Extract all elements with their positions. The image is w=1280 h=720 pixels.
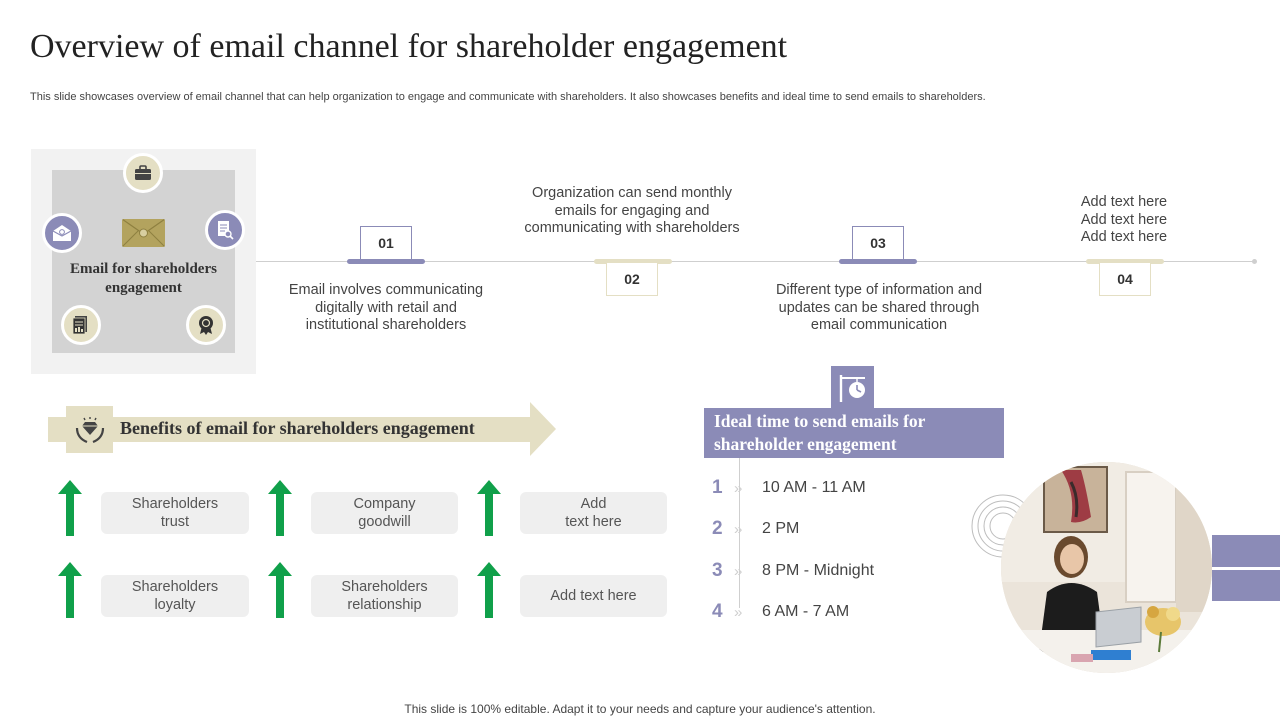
clock-signpost-icon bbox=[829, 364, 876, 411]
benefit-item: Shareholders trust bbox=[101, 492, 249, 534]
time-slot-label: 2 PM bbox=[762, 520, 800, 537]
time-slot-label: 10 AM - 11 AM bbox=[762, 479, 866, 496]
benefit-item: Company goodwill bbox=[311, 492, 458, 534]
step-text-02: Organization can send monthly emails for… bbox=[524, 185, 740, 236]
benefits-arrow-banner bbox=[48, 402, 556, 456]
timeline-marker-02 bbox=[594, 259, 672, 264]
time-slot-label: 8 PM - Midnight bbox=[762, 562, 875, 579]
award-badge-icon bbox=[186, 305, 226, 345]
chevron-right-icon: » bbox=[734, 603, 743, 621]
envelope-icon bbox=[122, 219, 165, 247]
email-card-label: Email for shareholders engagement bbox=[70, 261, 217, 296]
up-arrow-icon bbox=[477, 562, 501, 618]
up-arrow-icon bbox=[58, 562, 82, 618]
step-number-04: 04 bbox=[1099, 262, 1151, 296]
benefits-title: Benefits of email for shareholders engag… bbox=[120, 418, 475, 438]
accent-bar-top bbox=[1212, 535, 1280, 567]
timeline-marker-01 bbox=[347, 259, 425, 264]
benefit-item: Add text here bbox=[520, 575, 667, 617]
page-title: Overview of email channel for shareholde… bbox=[30, 28, 788, 65]
chevron-right-icon: » bbox=[734, 562, 743, 580]
timeline-line bbox=[256, 261, 1254, 262]
briefcase-icon bbox=[123, 153, 163, 193]
benefit-item: Add text here bbox=[520, 492, 667, 534]
time-slot-number: 4 bbox=[712, 601, 723, 622]
up-arrow-icon bbox=[268, 480, 292, 536]
time-slot: 1 » 10 AM - 11 AM bbox=[712, 475, 866, 501]
step-number-03: 03 bbox=[852, 226, 904, 260]
benefit-item: Shareholders relationship bbox=[311, 575, 458, 617]
step-text-04: Add text here Add text here Add text her… bbox=[1080, 194, 1168, 245]
page-subtitle: This slide showcases overview of email c… bbox=[30, 91, 986, 103]
benefit-item: Shareholders loyalty bbox=[101, 575, 249, 617]
document-search-icon bbox=[205, 210, 245, 250]
diamond-hands-icon bbox=[66, 406, 113, 453]
step-number-02: 02 bbox=[606, 262, 658, 296]
chevron-right-icon: » bbox=[734, 520, 743, 538]
time-slot: 4 » 6 AM - 7 AM bbox=[712, 599, 849, 625]
time-slot-number: 2 bbox=[712, 518, 723, 539]
chevron-right-icon: » bbox=[734, 479, 743, 497]
footer-note: This slide is 100% editable. Adapt it to… bbox=[404, 702, 876, 716]
timeline-marker-03 bbox=[839, 259, 917, 264]
up-arrow-icon bbox=[58, 480, 82, 536]
timeline-marker-04 bbox=[1086, 259, 1164, 264]
time-slot-number: 3 bbox=[712, 560, 723, 581]
ideal-time-divider bbox=[739, 458, 740, 608]
time-slot-label: 6 AM - 7 AM bbox=[762, 603, 850, 620]
time-slot: 3 » 8 PM - Midnight bbox=[712, 558, 874, 584]
up-arrow-icon bbox=[477, 480, 501, 536]
accent-bar-bottom bbox=[1212, 570, 1280, 601]
report-icon bbox=[61, 305, 101, 345]
step-text-01: Email involves communicating digitally w… bbox=[288, 282, 484, 333]
woman-laptop-photo bbox=[1001, 462, 1212, 673]
ideal-time-title: Ideal time to send emails for shareholde… bbox=[704, 408, 1004, 458]
time-slot: 2 » 2 PM bbox=[712, 516, 799, 542]
step-text-03: Different type of information and update… bbox=[775, 282, 983, 333]
time-slot-number: 1 bbox=[712, 477, 723, 498]
timeline-end-dot bbox=[1252, 259, 1257, 264]
up-arrow-icon bbox=[268, 562, 292, 618]
email-open-icon bbox=[42, 213, 82, 253]
step-number-01: 01 bbox=[360, 226, 412, 260]
